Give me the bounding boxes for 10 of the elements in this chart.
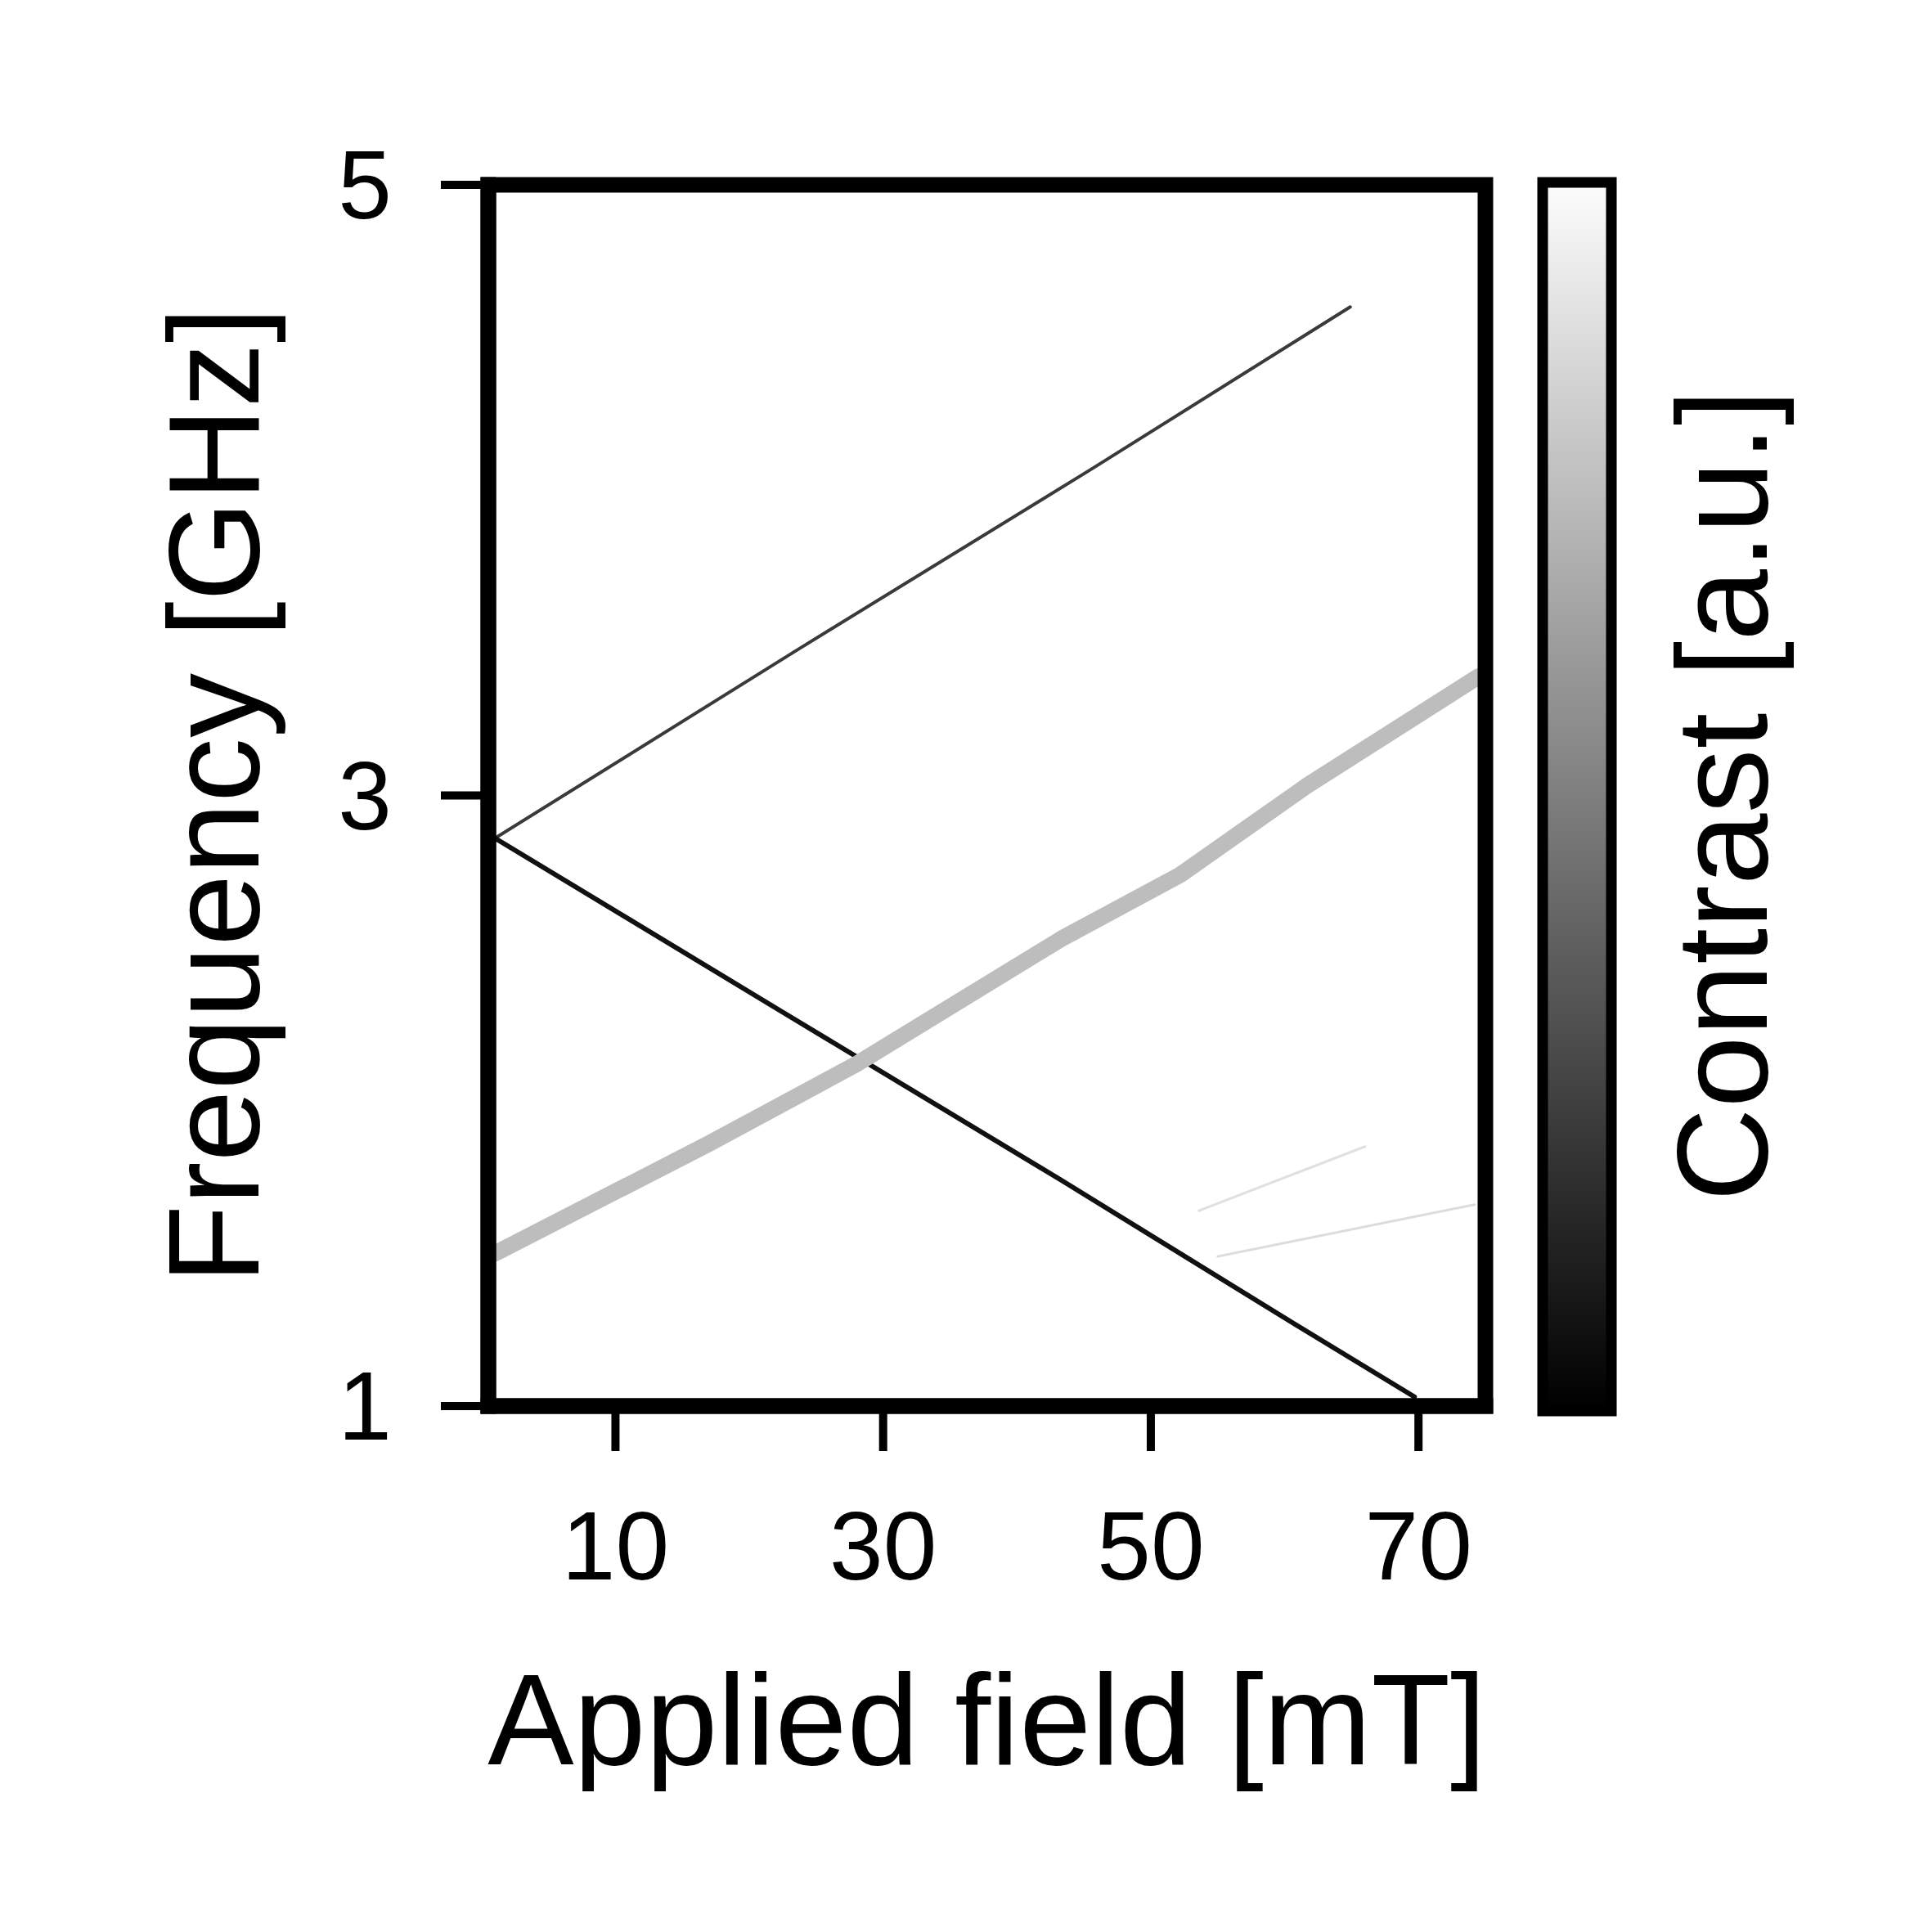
x-tick-label: 30 xyxy=(829,1492,937,1600)
color-bar-title: Contrast [a.u.] xyxy=(1650,389,1794,1202)
y-axis-title: Frequency [GHz] xyxy=(142,307,285,1284)
x-tick-label: 50 xyxy=(1097,1492,1205,1600)
y-tick-label: 3 xyxy=(338,741,392,850)
y-tick-label: 5 xyxy=(338,131,392,239)
x-axis-title: Applied field [mT] xyxy=(487,1647,1486,1791)
x-tick-label: 10 xyxy=(561,1492,670,1600)
x-tick-label: 70 xyxy=(1364,1492,1472,1600)
y-tick-label: 1 xyxy=(338,1352,392,1460)
